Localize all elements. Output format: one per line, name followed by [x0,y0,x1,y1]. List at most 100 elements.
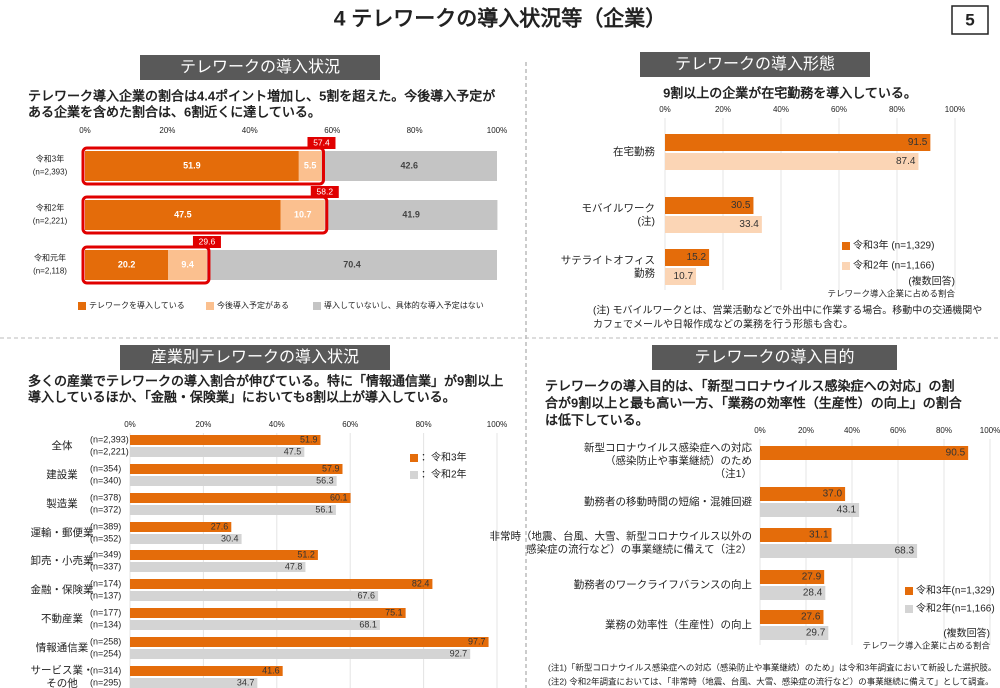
description: は低下している。 [545,412,649,427]
bar [760,446,969,460]
value-label: 37.0 [823,489,843,500]
bar [130,649,471,659]
legend-label: 今後導入予定がある [217,300,289,310]
legend-swatch [206,302,214,310]
n-label: (n=354) [90,463,121,473]
description: ある企業を含めた割合は、6割近くに達している。 [28,104,321,119]
note: テレワーク導入企業に占める割合 [827,288,955,298]
bar [760,570,825,584]
footnote: カフェでメールや日報作成などの業務を行う形態も含む。 [593,318,853,331]
x-tick-label: 20% [798,426,814,435]
x-tick-label: 0% [754,426,766,435]
category-label: 製造業 [46,497,78,510]
bar [130,522,232,532]
legend-swatch [410,471,418,479]
bar [760,487,846,501]
bar-segment [321,151,497,181]
bar [130,579,433,589]
n-label: (n=295) [90,677,121,687]
bar-segment [206,250,497,280]
x-tick-label: 60% [831,105,847,114]
value-label: 56.3 [316,475,334,485]
value-label: 41.6 [262,665,280,675]
value-label: 10.7 [294,209,312,219]
legend-label: 令和2年 (n=1,166) [853,259,934,272]
category-label: 運輸・郵便業 [31,526,94,539]
section-heading: テレワークの導入形態 [675,54,835,73]
total-label: 29.6 [199,236,216,246]
x-tick-label: 40% [269,420,285,429]
bar [130,550,318,560]
bar-segment [85,200,281,230]
description: テレワーク導入企業の割合は4.4ポイント増加し、5割を超えた。今後導入予定が [28,88,495,103]
n-label: (n=2,221) [90,446,129,456]
value-label: 57.9 [322,463,340,473]
bar [130,493,351,503]
bar [760,586,826,600]
category-label: サービス業・ [31,663,94,676]
category-label: 建設業 [46,468,78,481]
value-label: 47.8 [285,561,303,571]
value-label: 51.9 [300,434,318,444]
highlight-outline [81,195,329,235]
x-tick-label: 20% [159,126,175,135]
bar [130,447,305,457]
page-title: 4 テレワークの導入状況等（企業） [334,7,667,31]
value-label: 30.4 [221,533,239,543]
section-heading-box [140,55,380,80]
legend-label: テレワークを導入している [89,300,185,310]
bar [665,134,931,151]
section-heading: テレワークの導入目的 [694,347,854,366]
bar [130,666,283,676]
legend-label: 令和3年 (n=1,329) [853,239,934,252]
total-label: 57.4 [313,137,330,147]
value-label: 90.5 [946,448,966,459]
n-label: (n=314) [90,665,121,675]
bar [760,626,829,640]
value-label: 70.4 [343,259,361,269]
value-label: 68.3 [895,546,915,557]
bar [665,249,710,266]
note: テレワーク導入企業に占める割合 [862,640,990,650]
n-label: (n=389) [90,521,121,531]
n-label: (n=340) [90,475,121,485]
section-heading: テレワークの導入状況 [180,57,340,76]
legend-swatch [313,302,321,310]
description: 導入しているほか、「金融・保険業」においても8割以上が導入している。 [28,389,456,404]
category-label: 不動産業 [41,612,83,625]
value-label: 60.1 [330,492,348,502]
value-label: 31.1 [809,530,829,541]
bar [130,505,336,515]
x-tick-label: 0% [79,126,91,135]
page-number: 5 [965,10,974,29]
n-label: (n=137) [90,590,121,600]
x-tick-label: 60% [342,420,358,429]
n-label: (n=378) [90,492,121,502]
category-label: 非常時（地震、台風、大雪、新型コロナウイルス以外の [490,529,753,542]
n-label: (n=2,393) [90,434,129,444]
bar [760,503,860,517]
x-tick-label: 20% [715,105,731,114]
n-label: (n=372) [90,504,121,514]
x-tick-label: 100% [945,105,965,114]
category-label: 勤務 [634,266,655,279]
value-label: 27.9 [802,572,822,583]
section-heading: 産業別テレワークの導入状況 [151,347,359,366]
category-label: モバイルワーク [582,202,656,214]
bar [130,637,489,647]
category-label: 令和2年 [36,203,64,213]
section-heading-box [640,52,870,77]
legend-swatch [842,242,850,250]
value-label: 51.9 [183,160,201,170]
footnote: (注2) 令和2年調査においては、「非常時（地震、台風、大雪、感染症の流行など）… [548,676,994,686]
highlight-outline [81,146,325,186]
value-label: 10.7 [674,271,694,282]
category-label: （注1） [715,467,752,480]
bar [130,620,380,630]
n-label: (n=349) [90,549,121,559]
x-tick-label: 80% [889,105,905,114]
value-label: 56.1 [315,504,333,514]
x-tick-label: 100% [487,420,507,429]
value-label: 91.5 [908,137,928,148]
